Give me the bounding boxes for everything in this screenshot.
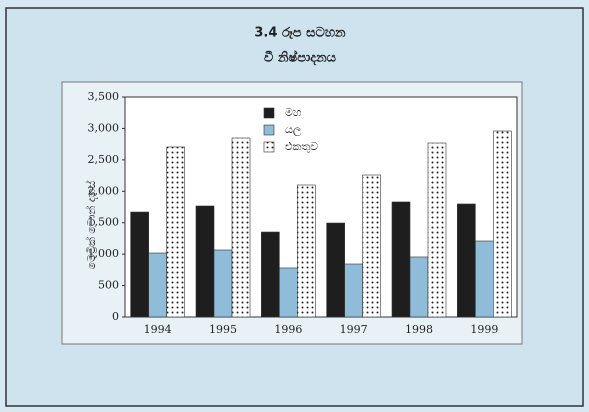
y-tick-label: 1,500: [88, 216, 120, 229]
legend-label: එකතුව: [285, 140, 318, 153]
y-tick-label: 500: [98, 279, 119, 292]
bar: [326, 222, 345, 318]
bar: [166, 146, 185, 318]
bar: [231, 137, 251, 318]
legend-swatch: [263, 124, 275, 136]
bar: [493, 130, 512, 318]
chart-title: 3.4 රූප සටහන: [254, 26, 346, 41]
bar: [261, 231, 280, 318]
y-tick-label: 0: [112, 310, 119, 323]
x-tick-label: 1995: [209, 323, 237, 336]
legend-label: යල: [285, 123, 302, 137]
y-tick-label: 2,500: [88, 153, 120, 166]
bar: [391, 201, 411, 318]
bar: [362, 174, 381, 318]
x-tick-label: 1998: [405, 323, 433, 336]
bar: [457, 203, 476, 318]
bar: [279, 267, 298, 318]
x-tick-label: 1999: [470, 323, 498, 336]
bar: [130, 211, 149, 318]
legend-swatch: [263, 141, 275, 153]
chart-subtitle: වී නිෂ්පාදනය: [264, 48, 337, 66]
legend-label: මහ: [285, 106, 302, 119]
bar: [297, 184, 316, 318]
bar: [475, 240, 494, 318]
plot-area: [124, 96, 518, 318]
x-tick-label: 1994: [144, 323, 172, 336]
bar: [213, 249, 233, 318]
bar: [344, 263, 363, 318]
bar: [148, 252, 167, 318]
y-tick-label: 1,000: [88, 247, 120, 260]
bar: [195, 205, 215, 318]
bar: [409, 256, 429, 318]
y-tick-label: 2,000: [88, 184, 120, 197]
bar: [427, 142, 447, 318]
legend-swatch: [263, 107, 275, 119]
x-tick-label: 1997: [340, 323, 368, 336]
y-tick-label: 3,500: [88, 90, 120, 103]
x-tick-label: 1996: [274, 323, 302, 336]
y-axis-label: මෙට්‍රික් ටොන් දහස්: [84, 181, 98, 270]
y-tick-label: 3,000: [88, 121, 120, 134]
